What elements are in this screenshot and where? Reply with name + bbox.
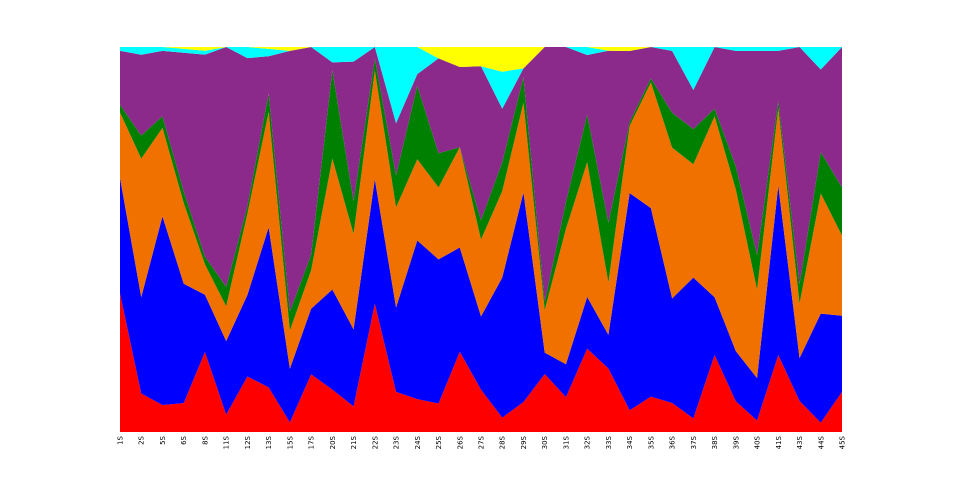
x-tick-label: 1S [117,435,125,444]
series-area-3 [120,70,842,379]
x-tick-label: 13S [265,435,273,449]
x-tick-label: 30S [541,435,549,449]
x-tick-label: 35S [647,435,655,449]
x-tick-label: 11S [223,435,231,449]
x-tick-label: 34S [626,435,634,449]
x-tick-label: 33S [605,435,613,449]
x-tick-label: 12S [244,435,252,449]
x-tick-label: 20S [329,435,337,449]
x-tick-label: 24S [414,435,422,449]
x-tick-label: 39S [732,435,740,449]
x-axis-ticks: 1S 2S 5S 6S 8S 11S 12S 13S 15S 17S 20S 21S 22S 23S 24S… [117,435,847,449]
x-tick-label: 23S [393,435,401,449]
series-area-1 [120,293,842,432]
x-tick-label: 27S [478,435,486,449]
x-tick-label: 17S [308,435,316,449]
x-tick-label: 26S [456,435,464,449]
x-tick-label: 45S [839,435,847,449]
x-tick-label: 43S [796,435,804,449]
x-tick-label: 29S [520,435,528,449]
x-tick-label: 37S [690,435,698,449]
series-areas [120,47,842,432]
x-tick-label: 41S [775,435,783,449]
x-tick-label: 32S [584,435,592,449]
x-tick-label: 5S [159,435,167,444]
x-tick-label: 8S [201,435,209,444]
x-tick-label: 44S [817,435,825,449]
x-tick-label: 36S [669,435,677,449]
x-tick-label: 6S [180,435,188,444]
x-tick-label: 25S [435,435,443,449]
x-tick-label: 22S [371,435,379,449]
x-tick-label: 31S [562,435,570,449]
series-area-7 [120,47,842,72]
x-tick-label: 2S [138,435,146,444]
x-tick-label: 28S [499,435,507,449]
series-area-5 [120,47,842,312]
x-tick-label: 38S [711,435,719,449]
x-tick-label: 21S [350,435,358,449]
x-tick-label: 40S [754,435,762,449]
x-tick-label: 15S [286,435,294,449]
series-area-2 [120,177,842,423]
